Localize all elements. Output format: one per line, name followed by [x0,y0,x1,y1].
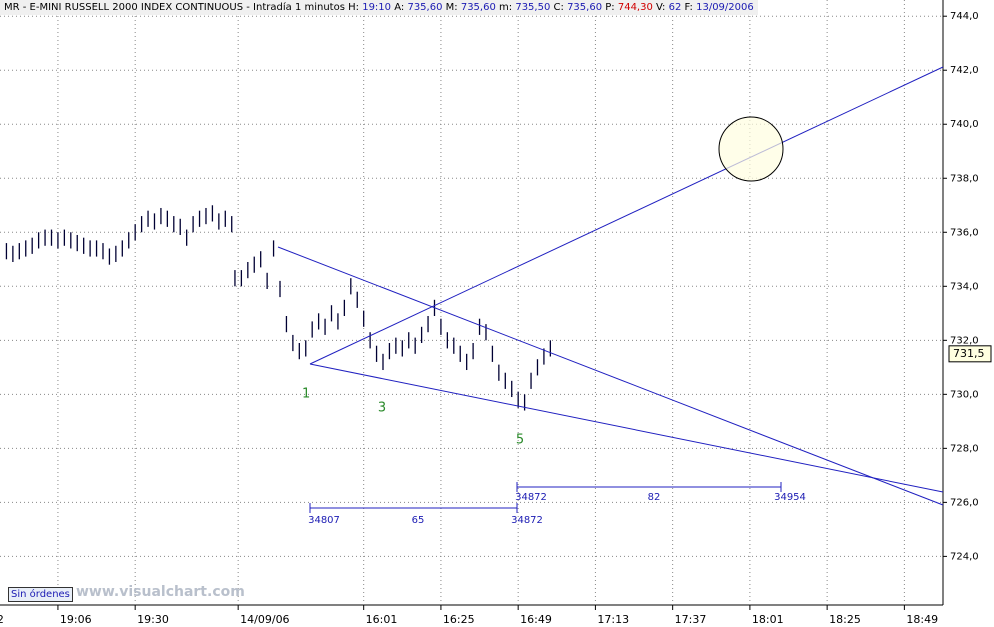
x-tick-label: 18:01 [752,613,784,626]
measure-label: 82 [648,492,661,503]
measure-label: 34872 [515,492,547,503]
y-tick-label: 724,0 [950,551,979,562]
watermark: www.visualchart.com [76,584,245,600]
x-tick-label: 16:49 [520,613,552,626]
trendline [277,246,944,506]
x-tick-label: 19:30 [137,613,169,626]
header-label: F: [684,2,693,13]
x-tick-label: 17:13 [597,613,629,626]
measure-label: 34954 [774,492,806,503]
measure-lines [309,482,782,513]
y-tick-label: 732,0 [950,335,979,346]
header-value: 735,60 [567,2,603,13]
grid [0,0,943,605]
y-tick-label: 734,0 [950,281,979,292]
header-value: 735,60 [460,2,496,13]
header-value: 13/09/2006 [696,2,754,13]
y-tick-label: 740,0 [950,119,979,130]
trendline [309,363,944,493]
measure-label: 65 [412,515,425,526]
trendlines [277,66,944,506]
x-tick-label: 19:06 [60,613,92,626]
header-label: M: [445,2,458,13]
x-tick-label: 17:37 [675,613,707,626]
header: MR - E-MINI RUSSELL 2000 INDEX CONTINUOU… [0,0,758,15]
axes: 724,0 726,0 728,0 730,0 732,0 734,0 736,0 738,0… [0,11,992,626]
y-tick-label: 742,0 [950,65,979,76]
y-tick-label: 726,0 [950,497,979,508]
y-tick-label: 730,0 [950,389,979,400]
header-value: 735,60 [407,2,443,13]
y-tick-label: 736,0 [950,227,979,238]
header-label: A: [394,2,405,13]
x-tick-label: 2 [0,613,4,626]
header-label: H: [348,2,360,13]
header-value: 62 [668,2,682,13]
measure-label: 34872 [511,515,543,526]
measure-label: 34807 [308,515,340,526]
header-value: 744,30 [617,2,653,13]
price-bars [5,205,552,411]
y-tick-label: 738,0 [950,173,979,184]
header-value: 735,50 [515,2,551,13]
status-button[interactable]: Sin órdenes [8,587,73,602]
last-price-label: 731,5 [953,347,985,360]
header-label: V: [656,2,666,13]
wave-label: 1 [302,387,310,402]
x-tick-label: 16:01 [366,613,398,626]
header-value: 19:10 [362,2,392,13]
wave-label: 3 [378,401,386,416]
x-tick-label: 18:49 [906,613,938,626]
x-tick-label: 16:25 [443,613,475,626]
header-label: P: [605,2,615,13]
header-label: MR - E-MINI RUSSELL 2000 INDEX CONTINUOU… [4,2,345,13]
x-tick-label: 18:25 [829,613,861,626]
last-price-box [948,345,992,363]
header-label: m: [499,2,513,13]
target-circle [718,116,784,182]
wave-label: 5 [516,433,524,448]
trendline [309,66,944,365]
x-tick-label: 14/09/06 [240,613,289,626]
header-label: C: [553,2,564,13]
y-tick-label: 744,0 [950,11,979,22]
y-tick-label: 728,0 [950,443,979,454]
